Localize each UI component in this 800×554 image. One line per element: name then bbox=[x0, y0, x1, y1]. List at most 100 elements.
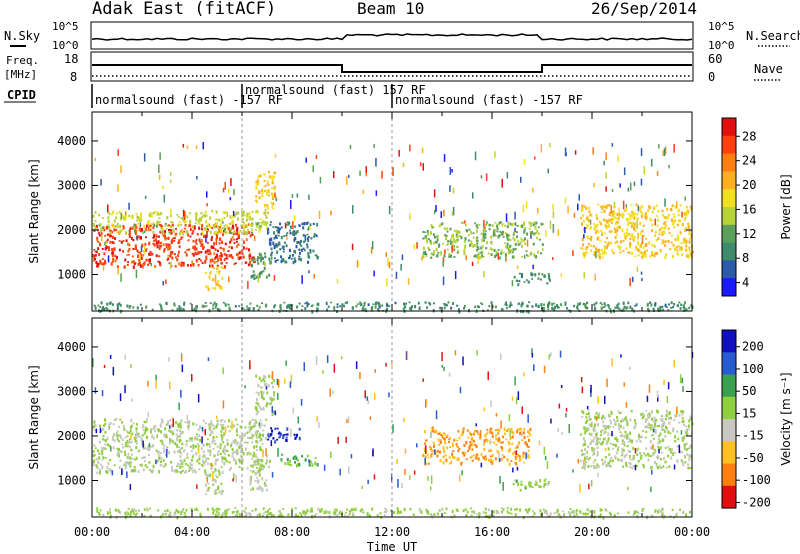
data-cell bbox=[519, 273, 522, 275]
data-cell bbox=[310, 304, 313, 308]
data-cell bbox=[210, 466, 213, 470]
data-cell bbox=[181, 461, 184, 466]
data-cell bbox=[523, 228, 526, 231]
data-cell bbox=[627, 440, 630, 443]
data-cell bbox=[385, 252, 387, 257]
data-cell bbox=[143, 460, 146, 463]
data-cell bbox=[517, 242, 520, 245]
data-cell bbox=[611, 459, 614, 463]
colorbar-swatch bbox=[722, 396, 736, 420]
data-cell bbox=[628, 456, 631, 459]
data-cell bbox=[631, 212, 634, 216]
data-cell bbox=[251, 231, 253, 234]
data-cell bbox=[623, 232, 626, 236]
data-cell bbox=[506, 507, 509, 510]
data-cell bbox=[170, 461, 173, 464]
data-cell bbox=[442, 449, 445, 451]
data-cell bbox=[425, 445, 427, 454]
data-cell bbox=[147, 258, 150, 262]
data-cell bbox=[263, 185, 266, 188]
data-cell bbox=[285, 234, 288, 237]
data-cell bbox=[532, 264, 534, 270]
data-cell bbox=[132, 260, 135, 264]
data-cell bbox=[505, 301, 508, 305]
data-cell bbox=[446, 446, 449, 450]
data-cell bbox=[261, 188, 264, 192]
data-cell bbox=[614, 437, 617, 441]
data-cell bbox=[109, 231, 112, 235]
data-cell bbox=[383, 510, 386, 513]
data-cell bbox=[169, 244, 172, 247]
data-cell bbox=[601, 509, 604, 511]
data-cell bbox=[432, 441, 435, 444]
data-cell bbox=[255, 435, 258, 439]
colorbar-swatch bbox=[722, 374, 736, 398]
data-cell bbox=[485, 438, 488, 441]
data-cell bbox=[654, 423, 656, 427]
data-cell bbox=[472, 432, 475, 436]
data-cell bbox=[637, 242, 640, 246]
data-cell bbox=[197, 446, 200, 454]
data-cell bbox=[294, 225, 297, 228]
data-cell bbox=[127, 242, 130, 246]
data-cell bbox=[179, 452, 182, 455]
data-cell bbox=[251, 233, 254, 236]
data-cell bbox=[115, 216, 117, 220]
data-cell bbox=[639, 244, 642, 248]
data-cell bbox=[543, 274, 546, 278]
data-cell bbox=[235, 441, 238, 445]
data-cell bbox=[537, 232, 540, 236]
data-cell bbox=[614, 456, 617, 460]
data-cell bbox=[658, 509, 661, 513]
data-cell bbox=[131, 255, 134, 258]
data-cell bbox=[140, 218, 143, 222]
data-cell bbox=[116, 453, 119, 457]
data-cell bbox=[459, 386, 462, 394]
data-cell bbox=[102, 434, 105, 438]
data-cell bbox=[587, 409, 590, 411]
data-cell bbox=[482, 511, 485, 514]
data-cell bbox=[584, 512, 587, 516]
data-cell bbox=[164, 463, 167, 467]
data-cell bbox=[189, 461, 192, 467]
data-cell bbox=[178, 221, 181, 224]
data-cell bbox=[681, 377, 684, 384]
data-cell bbox=[97, 460, 100, 465]
data-cell bbox=[214, 443, 217, 445]
data-cell bbox=[170, 261, 172, 270]
data-cell bbox=[465, 440, 468, 445]
data-cell bbox=[579, 510, 582, 512]
data-cell bbox=[674, 238, 677, 241]
data-cell bbox=[303, 240, 305, 243]
data-cell bbox=[213, 439, 216, 443]
data-cell bbox=[589, 219, 592, 225]
data-cell bbox=[109, 234, 112, 238]
data-cell bbox=[673, 303, 676, 306]
data-cell bbox=[111, 437, 114, 441]
data-cell bbox=[264, 205, 266, 208]
data-cell bbox=[660, 510, 663, 514]
data-cell bbox=[641, 235, 644, 244]
data-cell bbox=[182, 232, 184, 236]
data-cell bbox=[271, 251, 274, 254]
data-cell bbox=[274, 153, 277, 158]
data-cell bbox=[609, 414, 611, 418]
data-cell bbox=[413, 244, 416, 250]
data-cell bbox=[659, 305, 662, 309]
x-axis-label: Time UT bbox=[367, 540, 418, 554]
data-cell bbox=[595, 214, 598, 217]
data-cell bbox=[248, 224, 251, 226]
data-cell bbox=[427, 462, 430, 465]
data-cell bbox=[251, 433, 254, 436]
data-cell bbox=[96, 466, 99, 470]
data-cell bbox=[249, 234, 252, 238]
data-cell bbox=[130, 260, 133, 264]
data-cell bbox=[314, 514, 317, 517]
data-cell bbox=[594, 224, 597, 228]
data-cell bbox=[641, 255, 644, 259]
data-cell bbox=[662, 214, 665, 217]
data-cell bbox=[123, 265, 126, 269]
data-cell bbox=[233, 213, 236, 218]
data-cell bbox=[97, 240, 100, 243]
data-cell bbox=[568, 424, 570, 433]
